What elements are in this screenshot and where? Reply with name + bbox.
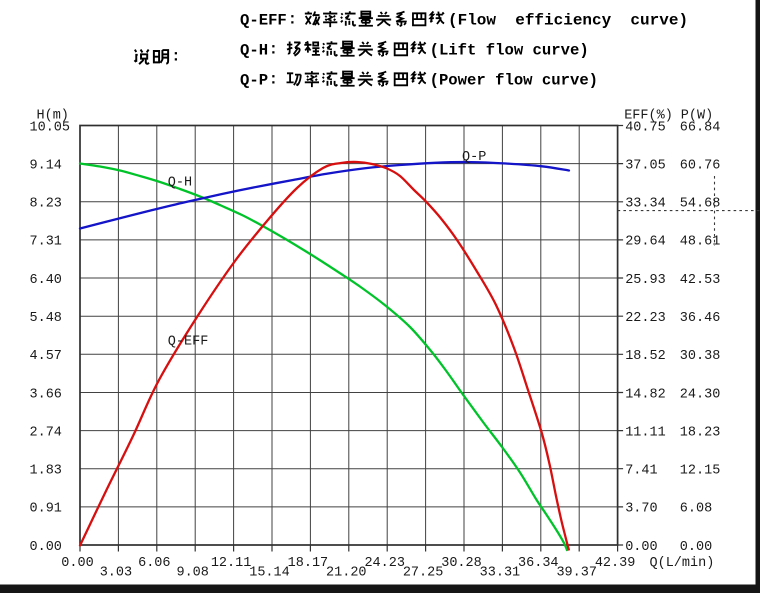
svg-text:0.00: 0.00 xyxy=(30,540,62,555)
svg-text:12.15: 12.15 xyxy=(680,464,721,479)
svg-text:18.23: 18.23 xyxy=(680,425,721,440)
svg-text:33.31: 33.31 xyxy=(480,566,521,581)
svg-text:42.53: 42.53 xyxy=(680,273,721,288)
svg-text:48.61: 48.61 xyxy=(680,235,721,250)
svg-text:9.08: 9.08 xyxy=(176,566,208,581)
svg-text:Q-P: Q-P xyxy=(462,150,486,165)
svg-text:22.23: 22.23 xyxy=(625,311,666,326)
svg-text:30.38: 30.38 xyxy=(680,349,721,364)
svg-text:36.46: 36.46 xyxy=(680,311,721,326)
svg-text:H(m): H(m) xyxy=(37,108,69,123)
svg-text:60.76: 60.76 xyxy=(680,158,721,173)
svg-text:10.05: 10.05 xyxy=(30,120,71,135)
svg-text:33.34: 33.34 xyxy=(625,197,666,212)
svg-text:Q-H: Q-H xyxy=(168,175,192,190)
svg-text:18.52: 18.52 xyxy=(625,349,666,364)
svg-text:27.25: 27.25 xyxy=(403,566,444,581)
svg-text:Q-EFF: Q-EFF xyxy=(168,334,209,349)
svg-text:6.40: 6.40 xyxy=(30,273,62,288)
svg-text:7.41: 7.41 xyxy=(625,464,657,479)
svg-text:Q-P: Q-P xyxy=(240,71,268,89)
svg-text:21.20: 21.20 xyxy=(326,566,367,581)
svg-text:11.11: 11.11 xyxy=(625,425,666,440)
svg-text:Q-EFF: Q-EFF xyxy=(240,11,287,29)
svg-text:1.83: 1.83 xyxy=(30,464,62,479)
svg-text:6.08: 6.08 xyxy=(680,502,712,517)
svg-text:Q-H: Q-H xyxy=(240,41,268,59)
svg-text:0.91: 0.91 xyxy=(30,502,62,517)
svg-text:39.37: 39.37 xyxy=(556,566,597,581)
svg-text:14.82: 14.82 xyxy=(625,387,666,402)
svg-text:0.00: 0.00 xyxy=(625,540,657,555)
svg-text:4.57: 4.57 xyxy=(30,349,62,364)
svg-text:42.39: 42.39 xyxy=(595,556,636,571)
svg-text:2.74: 2.74 xyxy=(30,425,62,440)
svg-text:30.28: 30.28 xyxy=(441,556,482,571)
svg-text:8.23: 8.23 xyxy=(30,197,62,212)
svg-text:24.30: 24.30 xyxy=(680,387,721,402)
svg-text:37.05: 37.05 xyxy=(625,158,666,173)
svg-text:P(W): P(W) xyxy=(681,108,713,123)
svg-text:36.34: 36.34 xyxy=(518,556,559,571)
svg-text:6.06: 6.06 xyxy=(138,556,170,571)
svg-text:(Flow efficiency curve): (Flow efficiency curve) xyxy=(448,11,688,29)
svg-text:0.00: 0.00 xyxy=(680,540,712,555)
svg-text:3.66: 3.66 xyxy=(30,387,62,402)
svg-text:24.23: 24.23 xyxy=(364,556,405,571)
svg-text:3.70: 3.70 xyxy=(625,502,657,517)
svg-text:29.64: 29.64 xyxy=(625,235,666,250)
svg-text:0.00: 0.00 xyxy=(61,556,93,571)
svg-text:EFF(%): EFF(%) xyxy=(624,108,673,123)
svg-text:9.14: 9.14 xyxy=(30,158,62,173)
svg-text:54.68: 54.68 xyxy=(680,197,721,212)
svg-text:3.03: 3.03 xyxy=(100,566,132,581)
svg-text:5.48: 5.48 xyxy=(30,311,62,326)
svg-text:Q(L/min): Q(L/min) xyxy=(650,556,715,571)
svg-text:15.14: 15.14 xyxy=(249,566,290,581)
svg-text:25.93: 25.93 xyxy=(625,273,666,288)
svg-text:40.75: 40.75 xyxy=(625,120,666,135)
svg-text:7.31: 7.31 xyxy=(30,235,62,250)
svg-text:(Lift flow curve): (Lift flow curve) xyxy=(430,41,589,59)
svg-text:66.84: 66.84 xyxy=(680,120,721,135)
svg-text:12.11: 12.11 xyxy=(211,556,252,571)
svg-text:18.17: 18.17 xyxy=(288,556,329,571)
svg-text:(Power flow curve): (Power flow curve) xyxy=(430,71,598,89)
